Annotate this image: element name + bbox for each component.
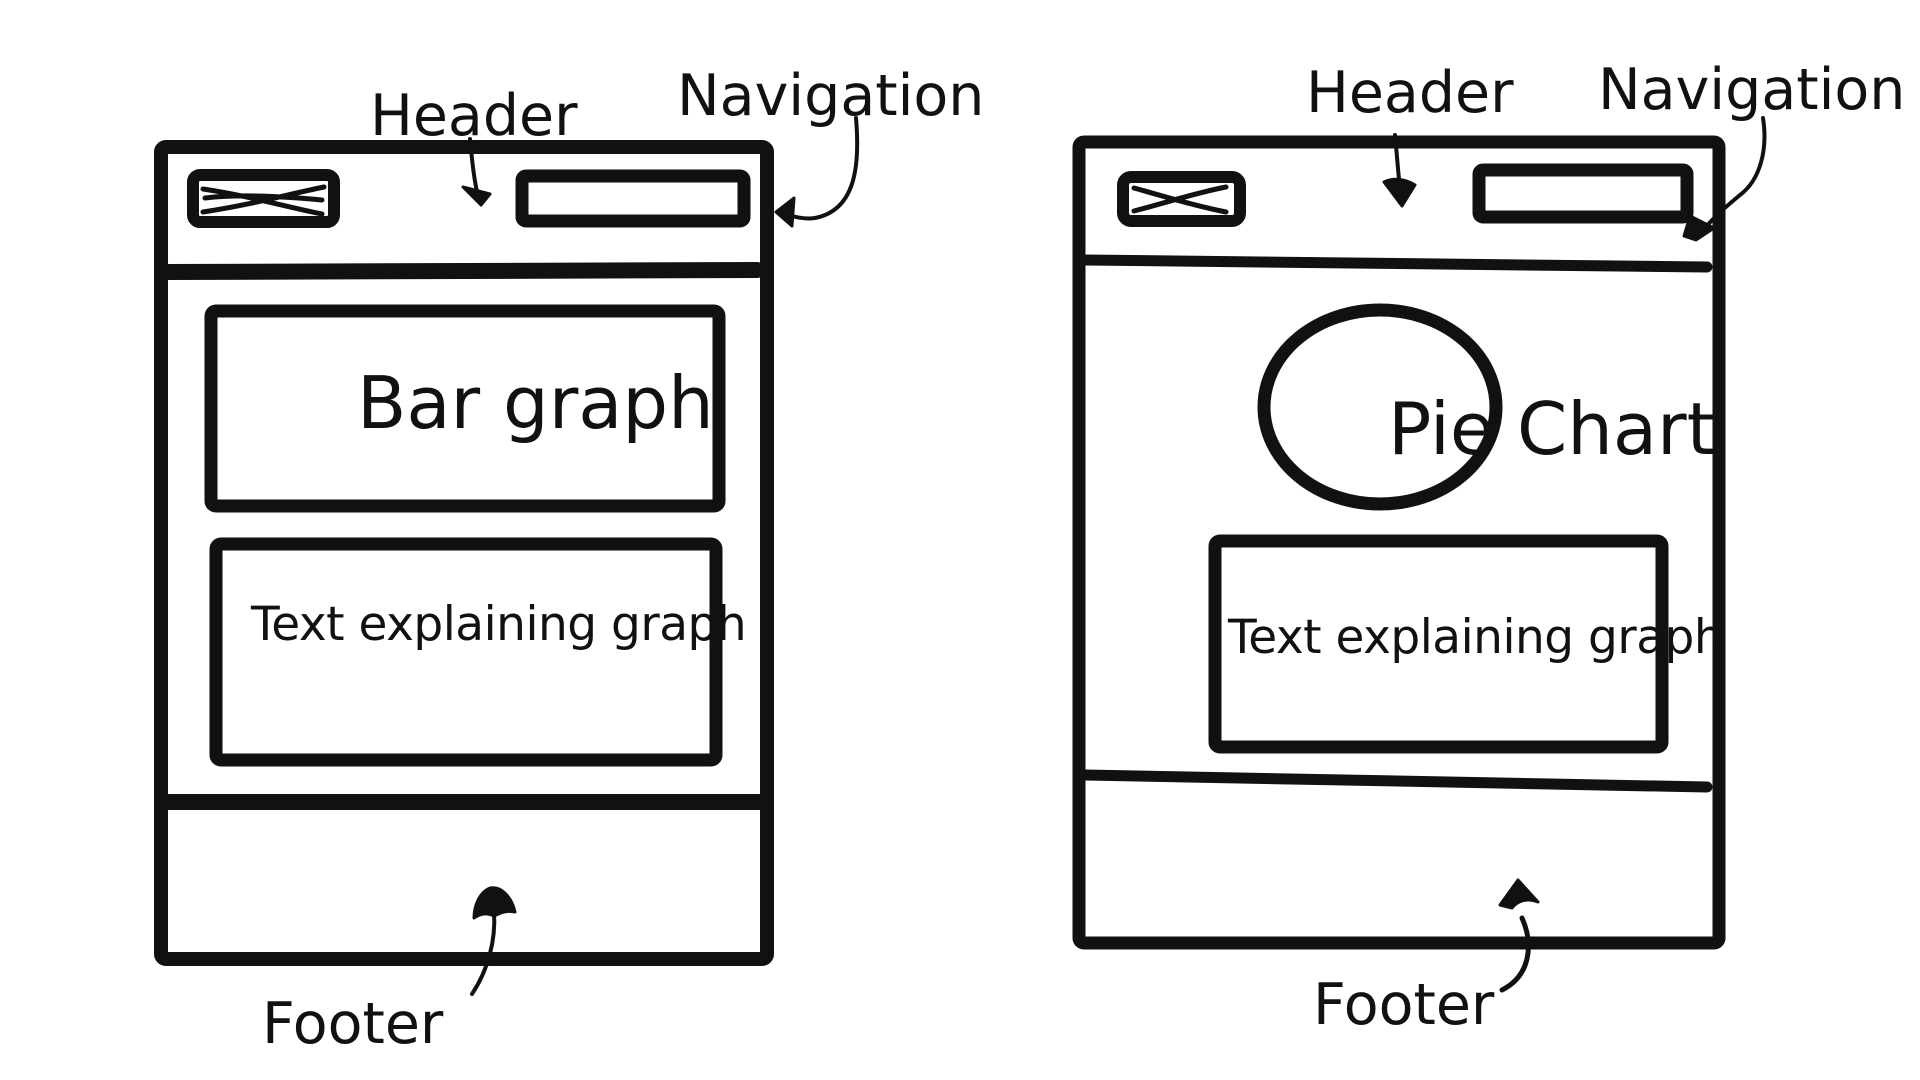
- header-divider-right: [1079, 254, 1713, 273]
- bar-graph-label: Bar graph: [357, 361, 714, 445]
- footer-arrow-right: [1498, 878, 1540, 993]
- navigation-bar-left: [515, 169, 751, 228]
- bar-graph-box: [204, 304, 726, 513]
- page-frame-right: [1072, 135, 1726, 950]
- logo-placeholder-cross-left: [200, 184, 327, 217]
- logo-placeholder-cross-right: [1131, 184, 1229, 215]
- text-box-left: [209, 537, 723, 767]
- navigation-arrow-left: [774, 116, 860, 228]
- pie-chart-circle: [1257, 303, 1503, 511]
- navigation-label-right: Navigation: [1598, 57, 1906, 123]
- header-arrow-left: [461, 137, 492, 207]
- header-label-left: Header: [370, 83, 578, 149]
- footer-label-left: Footer: [262, 991, 444, 1057]
- navigation-label-left: Navigation: [677, 63, 985, 129]
- pie-chart-label: Pie Chart: [1388, 387, 1715, 471]
- wireframe-right: [1072, 116, 1767, 993]
- header-arrow-right: [1382, 133, 1417, 208]
- header-label-right: Header: [1306, 60, 1514, 126]
- footer-label-right: Footer: [1313, 972, 1495, 1038]
- logo-placeholder-right: [1117, 171, 1246, 227]
- page-frame-left: [154, 140, 774, 966]
- text-box-label-right: Text explaining graph: [1228, 610, 1724, 665]
- wireframe-left: [154, 116, 860, 996]
- footer-divider-right: [1079, 769, 1713, 793]
- footer-arrow-left: [470, 886, 517, 996]
- text-box-label-left: Text explaining graph: [251, 597, 747, 652]
- header-divider-left: [159, 262, 765, 280]
- navigation-bar-right: [1472, 163, 1694, 224]
- text-box-right: [1208, 534, 1669, 754]
- logo-placeholder-left: [187, 169, 340, 228]
- navigation-arrow-right: [1682, 116, 1767, 242]
